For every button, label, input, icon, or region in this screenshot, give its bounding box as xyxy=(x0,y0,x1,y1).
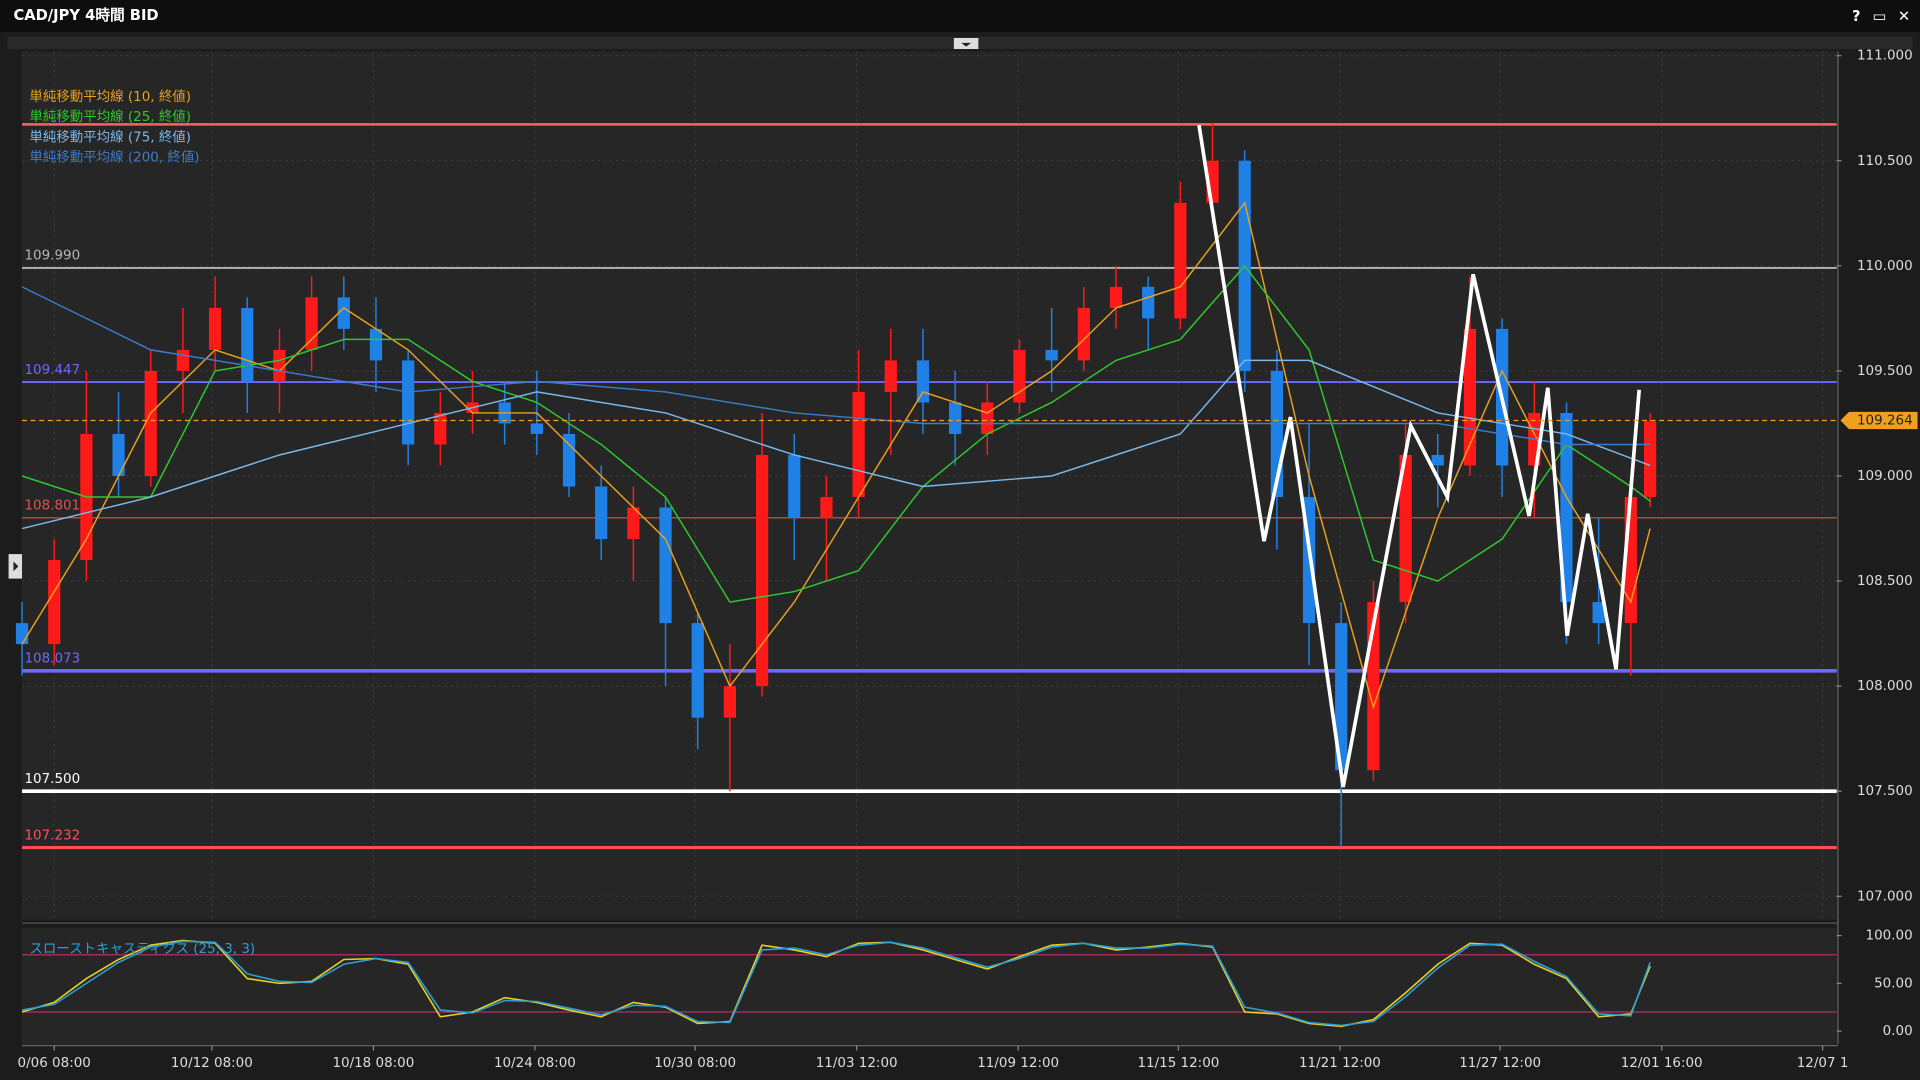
level-label: 109.990 xyxy=(24,248,80,264)
moving-average xyxy=(21,286,1651,446)
candle-body xyxy=(1077,307,1090,361)
legend-entry: 単純移動平均線 (10, 終値) xyxy=(29,89,191,105)
title-bar xyxy=(0,0,1920,32)
x-tick-label: 10/18 08:00 xyxy=(332,1055,414,1071)
close-button[interactable]: ✕ xyxy=(1898,8,1910,25)
candle-body xyxy=(434,412,447,445)
x-tick-label: 0/06 08:00 xyxy=(18,1055,91,1071)
y-tick-label: 0.00 xyxy=(1883,1023,1913,1039)
candle-body xyxy=(1592,602,1605,624)
x-tick-label: 11/09 12:00 xyxy=(977,1055,1059,1071)
x-tick-label: 10/30 08:00 xyxy=(654,1055,736,1071)
x-tick-label: 12/01 16:00 xyxy=(1621,1055,1703,1071)
level-label: 107.500 xyxy=(24,771,80,787)
x-tick-label: 11/21 12:00 xyxy=(1299,1055,1381,1071)
y-tick-label: 109.500 xyxy=(1857,363,1913,379)
candle-body xyxy=(48,560,61,645)
candle-body xyxy=(144,370,157,476)
candle-body xyxy=(1142,286,1155,319)
moving-average xyxy=(21,359,1651,530)
candle-body xyxy=(1335,623,1348,771)
moving-average xyxy=(21,264,1651,603)
y-tick-label: 108.000 xyxy=(1857,678,1913,694)
x-tick-label: 10/24 08:00 xyxy=(494,1055,576,1071)
candle-body xyxy=(820,497,833,519)
candle-body xyxy=(402,360,415,445)
x-tick-label: 12/07 1 xyxy=(1797,1055,1849,1071)
side-tab-arrow xyxy=(13,561,19,572)
candle-body xyxy=(1463,328,1477,466)
candle-body xyxy=(884,360,897,392)
candle-body xyxy=(852,391,865,498)
candle-body xyxy=(1109,286,1123,308)
y-tick-label: 50.00 xyxy=(1874,975,1913,991)
candle-body xyxy=(595,486,608,540)
y-tick-label: 100.00 xyxy=(1866,928,1913,944)
x-tick-label: 11/27 12:00 xyxy=(1459,1055,1541,1071)
legend-entry: 単純移動平均線 (75, 終値) xyxy=(29,129,191,145)
candle-body xyxy=(659,507,672,624)
y-tick-label: 111.000 xyxy=(1857,48,1913,64)
level-label: 108.073 xyxy=(24,651,80,667)
candle-body xyxy=(691,623,704,718)
y-tick-label: 107.500 xyxy=(1857,783,1913,799)
candle-body xyxy=(241,307,254,382)
collapse-arrow xyxy=(961,42,972,47)
stochastic-title: スローストキャスティクス (25, 3, 3) xyxy=(29,941,255,957)
candle-body xyxy=(627,507,640,540)
y-tick-label: 107.000 xyxy=(1857,888,1913,904)
candle-body xyxy=(723,686,737,718)
x-tick-label: 11/15 12:00 xyxy=(1137,1055,1219,1071)
trend-zigzag xyxy=(1197,124,1642,788)
last-price-label: 109.264 xyxy=(1857,413,1913,429)
maximize-button[interactable]: ▭ xyxy=(1873,8,1887,25)
stochastic-line xyxy=(21,940,1651,1027)
level-label: 108.801 xyxy=(24,498,80,514)
last-price-tag xyxy=(1840,411,1918,430)
legend-entry: 単純移動平均線 (200, 終値) xyxy=(29,150,199,166)
help-button[interactable]: ? xyxy=(1852,8,1861,25)
candle-body xyxy=(369,328,383,361)
candle-body xyxy=(1644,421,1657,498)
x-tick-label: 11/03 12:00 xyxy=(816,1055,898,1071)
y-tick-label: 108.500 xyxy=(1857,573,1913,589)
candle-body xyxy=(1045,349,1058,361)
candle-body xyxy=(1174,202,1187,319)
x-tick-label: 10/12 08:00 xyxy=(171,1055,253,1071)
moving-average xyxy=(21,201,1651,710)
candle-body xyxy=(562,433,576,487)
candle-body xyxy=(530,423,543,434)
candle-body xyxy=(337,297,350,329)
level-label: 107.232 xyxy=(24,827,80,843)
sub-panel xyxy=(22,927,1837,1045)
window-title: CAD/JPY 4時間 BID xyxy=(13,6,158,24)
candle-body xyxy=(15,623,29,645)
candle-body xyxy=(273,349,286,382)
candle-body xyxy=(1560,412,1573,603)
candle-body xyxy=(1431,454,1444,466)
candle-body xyxy=(916,360,930,403)
y-tick-label: 110.000 xyxy=(1857,258,1913,274)
candle-body xyxy=(1399,454,1412,603)
level-label: 109.447 xyxy=(24,362,80,378)
y-tick-label: 110.500 xyxy=(1857,153,1913,169)
legend-entry: 単純移動平均線 (25, 終値) xyxy=(29,109,191,125)
candle-body xyxy=(788,454,801,519)
candle-body xyxy=(305,297,318,350)
candle-body xyxy=(755,454,769,687)
candle-body xyxy=(176,349,190,371)
candle-body xyxy=(112,433,125,476)
candle-body xyxy=(981,402,994,434)
candle-body xyxy=(208,307,222,350)
y-tick-label: 109.000 xyxy=(1857,468,1913,484)
candle-body xyxy=(949,402,962,434)
